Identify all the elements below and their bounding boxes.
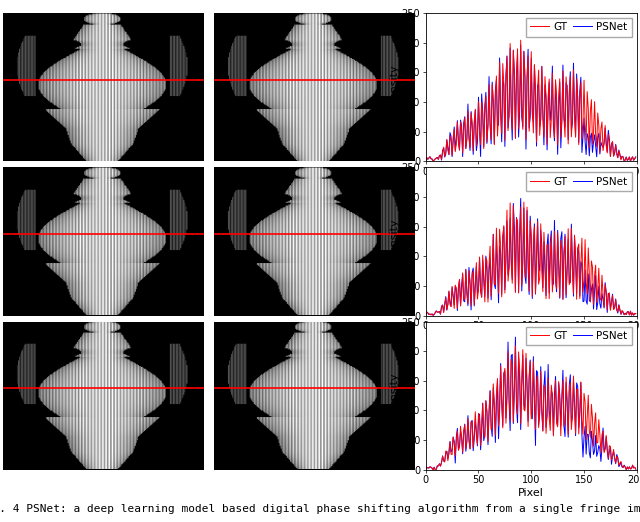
GT <box>436 461 444 467</box>
GT <box>422 158 429 164</box>
Line: PSNet: PSNet <box>426 45 636 161</box>
PSNet <box>616 307 624 313</box>
GT <box>431 310 439 316</box>
GT <box>479 252 486 258</box>
PSNet <box>461 114 468 120</box>
GT <box>623 309 631 315</box>
PSNet <box>623 309 631 315</box>
GT <box>422 312 429 318</box>
GT <box>520 199 528 205</box>
PSNet <box>431 310 439 316</box>
PSNet <box>422 312 429 318</box>
GT <box>431 467 439 473</box>
GT <box>478 99 486 105</box>
GT <box>623 464 631 470</box>
PSNet <box>517 195 525 201</box>
PSNet <box>623 154 630 160</box>
PSNet <box>462 266 470 272</box>
GT <box>616 306 624 313</box>
PSNet <box>422 464 429 470</box>
PSNet <box>430 157 438 163</box>
GT <box>517 37 525 43</box>
PSNet <box>479 400 486 406</box>
PSNet <box>623 464 631 470</box>
Text: Fig. 4 PSNet: a deep learning model based digital phase shifting algorithm from : Fig. 4 PSNet: a deep learning model base… <box>0 504 640 514</box>
PSNet <box>511 334 519 340</box>
GT <box>430 157 438 163</box>
Y-axis label: Intensity: Intensity <box>388 371 399 420</box>
PSNet <box>615 147 623 153</box>
Legend: GT, PSNet: GT, PSNet <box>526 172 632 191</box>
PSNet <box>632 154 639 160</box>
X-axis label: Pixel: Pixel <box>518 334 544 344</box>
Legend: GT, PSNet: GT, PSNet <box>526 327 632 345</box>
PSNet <box>462 448 470 454</box>
GT <box>632 154 639 160</box>
PSNet <box>632 466 639 472</box>
X-axis label: Pixel: Pixel <box>518 488 544 498</box>
PSNet <box>436 460 444 467</box>
Line: PSNet: PSNet <box>426 198 636 315</box>
PSNet <box>435 156 442 162</box>
GT <box>623 154 630 160</box>
GT <box>627 158 634 164</box>
GT <box>479 400 486 406</box>
PSNet <box>479 257 486 263</box>
Y-axis label: Intensity: Intensity <box>388 217 399 266</box>
X-axis label: Pixel: Pixel <box>518 180 544 189</box>
PSNet <box>517 42 525 48</box>
Line: PSNet: PSNet <box>426 337 636 470</box>
PSNet <box>616 462 624 468</box>
GT <box>615 148 623 154</box>
GT <box>462 446 470 452</box>
GT <box>461 115 468 121</box>
GT <box>429 467 437 473</box>
PSNet <box>436 309 444 315</box>
GT <box>436 309 444 315</box>
GT <box>429 312 437 318</box>
PSNet <box>429 312 437 318</box>
GT <box>422 464 429 470</box>
PSNet <box>627 158 634 164</box>
GT <box>435 157 442 163</box>
GT <box>511 342 519 349</box>
GT <box>616 460 624 466</box>
PSNet <box>422 158 429 164</box>
GT <box>632 466 639 472</box>
Line: GT: GT <box>426 346 636 470</box>
GT <box>632 311 639 317</box>
Line: GT: GT <box>426 40 636 161</box>
Legend: GT, PSNet: GT, PSNet <box>526 18 632 37</box>
GT <box>462 267 470 273</box>
Line: GT: GT <box>426 202 636 315</box>
PSNet <box>429 467 437 473</box>
Y-axis label: Intensity: Intensity <box>388 63 399 112</box>
PSNet <box>431 467 439 473</box>
PSNet <box>478 91 486 97</box>
PSNet <box>632 311 639 317</box>
